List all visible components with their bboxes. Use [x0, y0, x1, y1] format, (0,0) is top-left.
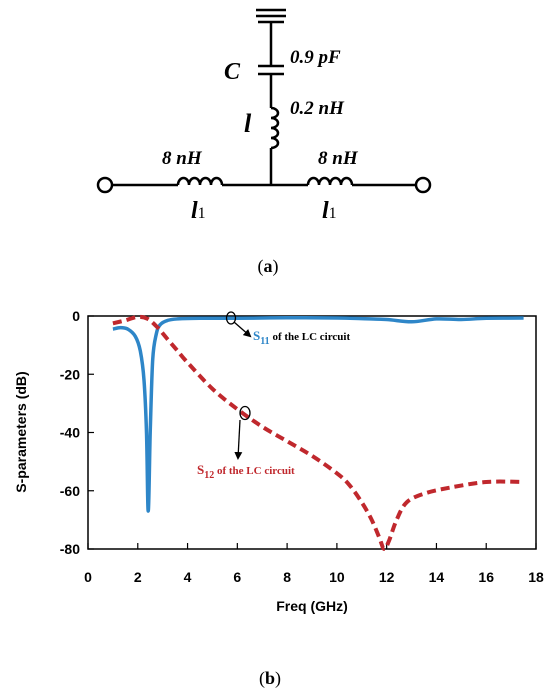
- x-tick-label: 14: [429, 569, 445, 585]
- s12-annotation: S12 of the LC circuit: [197, 405, 295, 481]
- x-tick-label: 16: [478, 569, 494, 585]
- port-right-terminal: [414, 176, 432, 194]
- y-tick-label: -60: [60, 483, 80, 499]
- x-tick-label: 8: [283, 569, 291, 585]
- x-tick-label: 0: [84, 569, 92, 585]
- caption-b: (b): [259, 668, 281, 689]
- s11-arrow: [233, 321, 252, 338]
- x-axis-label: Freq (GHz): [276, 598, 348, 614]
- s11-label: S11 of the LC circuit: [253, 328, 350, 347]
- inductor-coil-vertical: [270, 106, 280, 150]
- x-tick-label: 12: [379, 569, 395, 585]
- x-tick-label: 6: [233, 569, 241, 585]
- plot-frame: [87, 315, 537, 550]
- x-tick-label: 10: [329, 569, 345, 585]
- y-tick-label: 0: [72, 308, 80, 324]
- capacitor-symbol-label: C: [224, 59, 241, 85]
- y-tick-label: -20: [60, 366, 80, 382]
- inductor-coil-right: [306, 176, 354, 186]
- inductor-value-label: 0.2 nH: [290, 98, 345, 119]
- s12-arrow: [234, 419, 243, 460]
- left-inductor-value-label: 8 nH: [162, 148, 203, 169]
- inductor-symbol-label: l: [244, 109, 252, 138]
- y-axis-ticks: 0 -20 -40 -60 -80: [60, 308, 94, 557]
- ground-symbol: [256, 8, 286, 24]
- caption-a: (a): [258, 256, 279, 277]
- s12-label: S12 of the LC circuit: [197, 462, 295, 481]
- series-line-s11: [112, 315, 524, 513]
- port-left-terminal: [96, 176, 114, 194]
- series-line-s12: [112, 314, 524, 551]
- x-tick-label: 4: [184, 569, 192, 585]
- y-tick-label: -80: [60, 541, 80, 557]
- inductor-coil-left: [176, 176, 224, 186]
- x-axis-ticks: 0 2 4 6 8 10 12 14 16 18: [84, 543, 544, 585]
- right-inductor-value-label: 8 nH: [318, 148, 359, 169]
- right-inductor-symbol-label: l1: [322, 198, 337, 224]
- circuit-diagram: [96, 8, 432, 194]
- x-tick-label: 18: [528, 569, 544, 585]
- left-inductor-symbol-label: l1: [191, 198, 206, 224]
- y-tick-label: -40: [60, 425, 80, 441]
- capacitor-symbol: [258, 64, 284, 76]
- s11-marker-ellipse: [225, 311, 237, 325]
- series-layer: [112, 314, 524, 551]
- y-axis-label: S-parameters (dB): [13, 371, 29, 492]
- x-tick-label: 2: [134, 569, 142, 585]
- s-parameter-chart: 0 -20 -40 -60 -80 0 2 4 6 8 10 12 14 16 18 S-paramete…: [13, 308, 544, 614]
- s11-annotation: S11 of the LC circuit: [225, 311, 350, 347]
- s12-marker-ellipse: [239, 405, 251, 421]
- capacitor-value-label: 0.9 pF: [290, 47, 341, 68]
